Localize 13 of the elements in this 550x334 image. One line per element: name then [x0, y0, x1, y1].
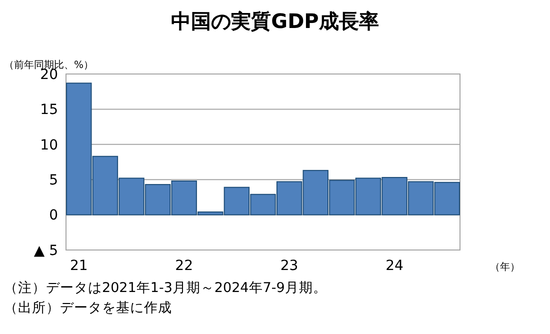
y-tick-label: ▲ 5 [34, 242, 58, 259]
text: （出所）データを基に作成 [4, 300, 172, 316]
text: （注）データは2021年1-3月期～2024年7-9月期。 [4, 280, 327, 296]
y-tick-label: 0 [49, 208, 58, 224]
y-tick-label: 15 [40, 102, 58, 118]
y-tick-label: 10 [40, 137, 58, 154]
x-tick-label: 21 [70, 258, 88, 274]
x-axis-title: （年） [490, 261, 520, 273]
x-tick-label: 23 [280, 258, 298, 274]
x-tick-label: 24 [386, 258, 404, 274]
x-tick-label: 22 [175, 258, 194, 274]
y-tick-label: 5 [49, 172, 58, 188]
chart-title: 中国の実質GDP成長率 [171, 9, 379, 33]
